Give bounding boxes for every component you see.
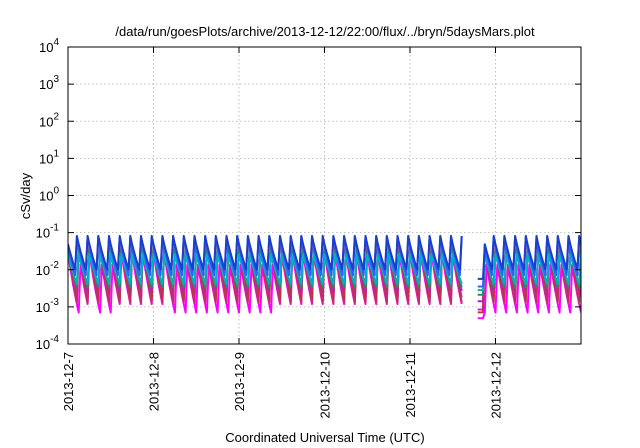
- chart-title: /data/run/goesPlots/archive/2013-12-12/2…: [115, 24, 535, 39]
- y-tick-label: 10-3: [36, 297, 60, 315]
- series-line-6: [68, 253, 581, 292]
- x-axis: 2013-12-7 2013-12-8 2013-12-9 2013-12-10 201…: [61, 47, 504, 419]
- x-tick-label: 2013-12-7: [61, 352, 76, 411]
- y-tick-label: 10-2: [36, 260, 60, 278]
- x-tick-label: 2013-12-12: [489, 352, 504, 419]
- y-tick-label: 104: [39, 37, 59, 55]
- series-line-8: [68, 234, 581, 280]
- x-axis-label: Coordinated Universal Time (UTC): [225, 430, 424, 445]
- y-tick-label: 10-1: [36, 223, 60, 241]
- y-tick-label: 103: [39, 74, 59, 92]
- x-tick-label: 2013-12-9: [232, 352, 247, 411]
- y-tick-label: 10-4: [36, 334, 60, 352]
- y-axis-label: cSv/day: [18, 172, 33, 219]
- x-tick-label: 2013-12-11: [403, 352, 418, 418]
- y-tick-label: 101: [39, 148, 59, 166]
- y-tick-label: 100: [39, 186, 59, 204]
- x-tick-label: 2013-12-8: [147, 352, 162, 411]
- y-tick-label: 102: [39, 111, 59, 129]
- x-tick-label: 2013-12-10: [318, 352, 333, 419]
